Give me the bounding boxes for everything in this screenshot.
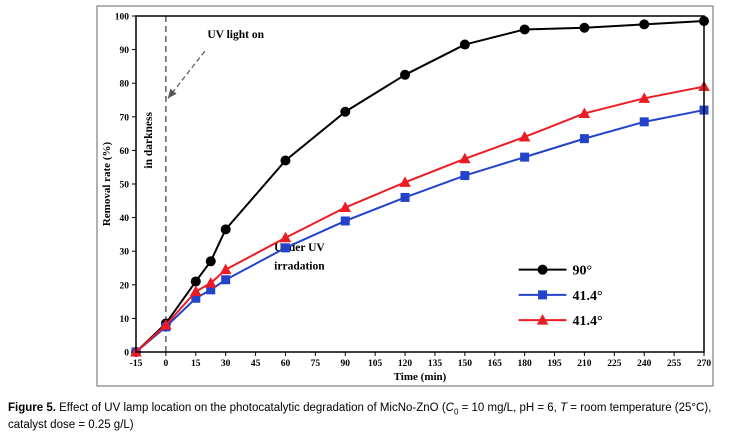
svg-text:45: 45 [251, 359, 261, 369]
caption-part: = 10 mg/L, pH = 6, [458, 402, 561, 414]
axis-ticks: -15 0 15 30 45 60 75 90 105 120 135 150 165 180 195 210… [115, 13, 712, 370]
legend-label: 90° [572, 264, 592, 279]
svg-text:50: 50 [120, 181, 130, 191]
chart-annotation: irradation [274, 261, 325, 273]
svg-text:60: 60 [281, 359, 291, 369]
svg-text:90: 90 [120, 46, 130, 56]
svg-text:100: 100 [115, 13, 130, 23]
svg-text:-15: -15 [130, 359, 143, 369]
caption-part: C [445, 402, 454, 414]
svg-text:120: 120 [398, 359, 413, 369]
caption-part: T [560, 402, 568, 414]
svg-text:240: 240 [637, 359, 652, 369]
svg-text:135: 135 [428, 359, 443, 369]
svg-text:20: 20 [120, 281, 130, 291]
svg-text:0: 0 [124, 349, 129, 359]
chart: -15 0 15 30 45 60 75 90 105 120 135 150 165 180 195 210… [96, 5, 714, 387]
svg-text:105: 105 [368, 359, 383, 369]
caption-part: Effect of UV lamp location on the photoc… [55, 402, 446, 414]
svg-text:40: 40 [120, 214, 130, 224]
series-1 [131, 105, 709, 357]
annotation-arrow [167, 50, 206, 99]
svg-text:70: 70 [120, 113, 130, 123]
chart-annotation: in darkness [143, 112, 155, 169]
caption-part: Figure 5. [8, 402, 56, 414]
svg-text:0: 0 [164, 359, 169, 369]
svg-text:30: 30 [221, 359, 231, 369]
caption-part: 0 [453, 407, 459, 417]
legend-label: 41.4° [572, 314, 602, 329]
svg-text:90: 90 [341, 359, 351, 369]
svg-text:75: 75 [311, 359, 321, 369]
figure-frame [96, 5, 714, 387]
svg-text:255: 255 [667, 359, 682, 369]
svg-text:30: 30 [120, 248, 130, 258]
x-axis-label: Time (min) [394, 371, 447, 383]
svg-text:180: 180 [518, 359, 533, 369]
svg-text:210: 210 [577, 359, 592, 369]
plot-border [135, 15, 705, 353]
chart-legend: 90° 41.4° 41.4° [518, 264, 603, 329]
svg-text:15: 15 [191, 359, 201, 369]
svg-text:150: 150 [458, 359, 473, 369]
svg-text:60: 60 [120, 147, 130, 157]
svg-text:195: 195 [547, 359, 562, 369]
legend-label: 41.4° [572, 289, 602, 304]
svg-text:80: 80 [120, 80, 130, 90]
svg-text:270: 270 [697, 359, 712, 369]
svg-text:225: 225 [607, 359, 622, 369]
chart-annotation: UV light on [207, 29, 264, 41]
svg-text:10: 10 [120, 315, 130, 325]
svg-text:165: 165 [488, 359, 503, 369]
caption-part: = room temperature (25°C), catalyst dose… [8, 402, 712, 432]
figure-caption: Figure 5. Effect of UV lamp location on … [0, 397, 745, 434]
series-2 [130, 80, 710, 357]
series-0 [131, 16, 709, 357]
y-axis-label: Removal rate (%) [101, 142, 113, 227]
